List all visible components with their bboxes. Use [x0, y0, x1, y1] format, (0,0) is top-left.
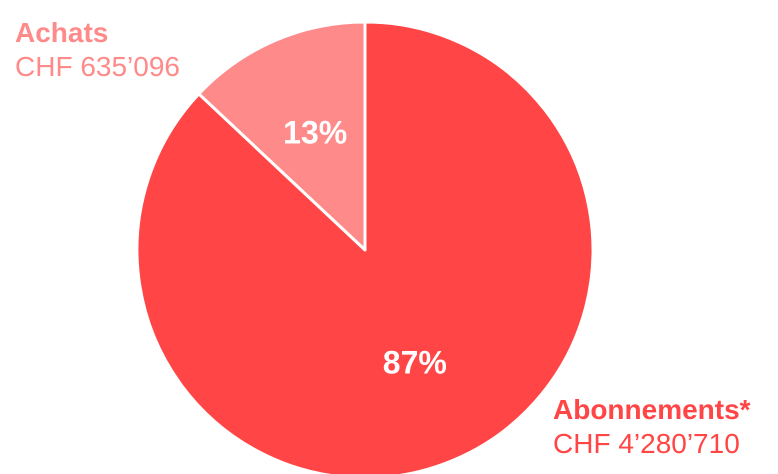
amount: CHF 4’280’710 [553, 428, 740, 459]
slice-label: Abonnements* CHF 4’280’710 [553, 393, 751, 461]
slice-label: Achats CHF 635’096 [15, 16, 180, 84]
pie-slice [197, 20, 367, 252]
category-name: Abonnements* [553, 394, 751, 425]
amount: CHF 635’096 [15, 51, 180, 82]
value-label: 13% [283, 114, 347, 150]
pie-slice [135, 20, 595, 474]
category-name: Achats [15, 17, 109, 48]
value-label: 87% [383, 345, 447, 381]
